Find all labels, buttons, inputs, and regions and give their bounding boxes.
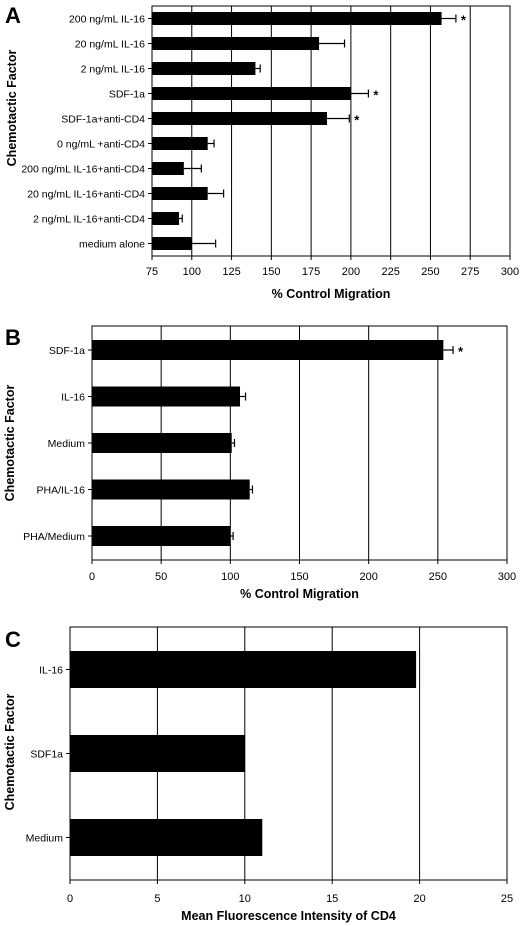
x-tick-label: 5	[154, 893, 160, 905]
bar	[92, 340, 444, 360]
x-tick-label: 250	[429, 571, 447, 583]
bar	[152, 237, 192, 250]
x-tick-label: 175	[302, 266, 320, 278]
bar	[152, 212, 180, 225]
bar	[70, 651, 417, 688]
panel-letter: C	[5, 627, 21, 652]
category-label: PHA/Medium	[23, 531, 85, 543]
category-label: medium alone	[79, 239, 145, 251]
bar	[92, 433, 232, 453]
category-label: Medium	[26, 833, 64, 845]
category-label: IL-16	[61, 392, 85, 404]
category-label: 20 ng/mL IL-16+anti-CD4	[27, 189, 145, 201]
category-label: 200 ng/mL IL-16+anti-CD4	[21, 164, 145, 176]
x-tick-label: 25	[501, 893, 513, 905]
x-tick-label: 75	[146, 266, 158, 278]
x-tick-label: 200	[359, 571, 377, 583]
x-tick-label: 100	[183, 266, 201, 278]
category-label: 200 ng/mL IL-16	[69, 14, 145, 26]
x-tick-label: 250	[421, 266, 439, 278]
x-tick-label: 225	[381, 266, 399, 278]
x-tick-label: 15	[326, 893, 338, 905]
x-tick-label: 275	[461, 266, 479, 278]
y-axis-label: Chemotactic Factor	[3, 694, 17, 811]
x-tick-label: 200	[342, 266, 360, 278]
x-axis-label: % Control Migration	[240, 587, 359, 601]
bar	[152, 62, 256, 75]
bar	[152, 37, 320, 50]
category-label: IL-16	[39, 665, 63, 677]
category-label: SDF1a	[30, 749, 63, 761]
category-label: SDF-1a	[109, 89, 145, 101]
x-tick-label: 300	[501, 266, 519, 278]
significance-star: *	[461, 13, 467, 28]
x-tick-label: 0	[67, 893, 73, 905]
x-tick-label: 0	[89, 571, 95, 583]
significance-star: *	[354, 113, 360, 128]
x-tick-label: 20	[413, 893, 425, 905]
panel-letter: A	[5, 3, 21, 28]
plot-frame	[151, 5, 511, 257]
x-tick-label: 10	[239, 893, 251, 905]
bar	[92, 526, 231, 546]
bar	[152, 137, 208, 150]
y-axis-label: Chemotactic Factor	[5, 50, 19, 167]
bar	[92, 386, 241, 407]
bar	[92, 479, 250, 500]
category-label: 0 ng/mL +anti-CD4	[57, 139, 145, 151]
x-tick-label: 150	[262, 266, 280, 278]
bar	[152, 87, 351, 100]
x-tick-label: 300	[498, 571, 516, 583]
category-label: SDF-1a+anti-CD4	[61, 114, 145, 126]
x-tick-label: 125	[222, 266, 240, 278]
y-axis-label: Chemotactic Factor	[3, 385, 17, 502]
category-label: SDF-1a	[49, 345, 85, 357]
bar	[70, 819, 263, 856]
x-axis-label: Mean Fluorescence Intensity of CD4	[181, 909, 396, 923]
bar	[70, 735, 245, 772]
bar	[152, 12, 442, 25]
significance-star: *	[373, 88, 379, 103]
category-label: 20 ng/mL IL-16	[75, 39, 145, 51]
x-axis-label: % Control Migration	[272, 287, 391, 301]
category-label: PHA/IL-16	[37, 485, 86, 497]
bar	[152, 112, 328, 125]
x-tick-label: 50	[155, 571, 167, 583]
category-label: 2 ng/mL IL-16+anti-CD4	[33, 214, 145, 226]
x-tick-label: 150	[290, 571, 308, 583]
panel-letter: B	[5, 325, 21, 350]
x-tick-label: 100	[221, 571, 239, 583]
bar	[152, 162, 184, 175]
bar	[152, 187, 208, 200]
category-label: 2 ng/mL IL-16	[81, 64, 146, 76]
category-label: Medium	[48, 438, 86, 450]
significance-star: *	[458, 344, 464, 359]
